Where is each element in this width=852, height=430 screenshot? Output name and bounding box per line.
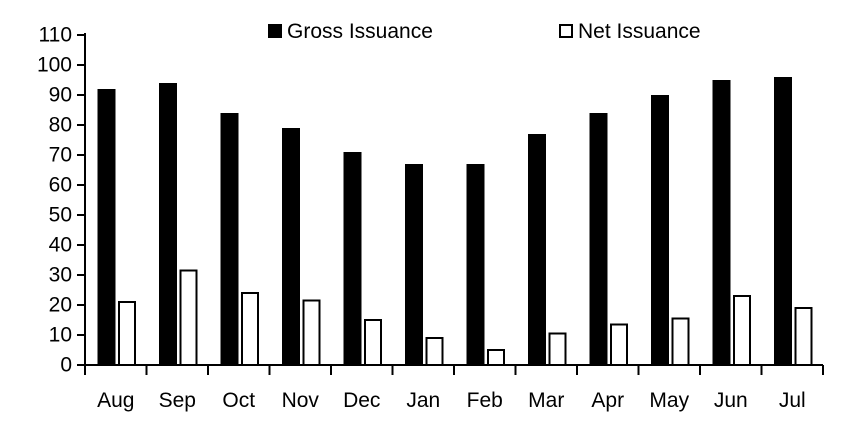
net-issuance-bar — [671, 317, 690, 366]
net-issuance-bar — [548, 332, 567, 366]
y-axis-tick-label: 110 — [39, 24, 72, 47]
x-axis-tick-label: Nov — [282, 389, 320, 412]
gross-issuance-bar — [527, 134, 547, 365]
y-axis-tick-label: 70 — [49, 144, 72, 167]
y-axis-tick-label: 50 — [49, 204, 72, 227]
y-axis: 0 10 20 30 40 50 60 70 80 90 100 110 — [37, 24, 86, 377]
x-axis-tick-label: Apr — [591, 389, 624, 412]
x-axis-tick-label: Mar — [528, 389, 564, 412]
legend: Gross Issuance Net Issuance — [268, 20, 701, 43]
net-issuance-legend-label: Net Issuance — [578, 20, 701, 43]
x-axis-tick-label: Sep — [159, 389, 196, 412]
gross-issuance-bar — [158, 83, 178, 365]
gross-issuance-legend-label: Gross Issuance — [287, 20, 433, 43]
net-issuance-legend-marker-icon — [559, 24, 573, 38]
net-issuance-bar — [425, 337, 444, 366]
y-axis-tick-label: 40 — [49, 234, 72, 257]
net-issuance-bar — [302, 299, 321, 366]
x-axis-tick-label: Dec — [343, 389, 380, 412]
net-issuance-bar — [732, 295, 751, 366]
y-axis-tick-label: 100 — [37, 54, 72, 77]
y-axis-tick-label: 80 — [49, 114, 72, 137]
gross-issuance-bar — [650, 95, 670, 365]
y-axis-tick-label: 0 — [60, 354, 72, 377]
x-axis-tick-label: Aug — [97, 389, 134, 412]
gross-issuance-bar — [281, 128, 301, 365]
gross-issuance-bar — [466, 164, 485, 365]
gross-issuance-bar — [97, 89, 116, 365]
net-issuance-bar — [486, 349, 505, 366]
x-axis-tick-label: Jul — [779, 389, 806, 412]
gross-issuance-bar — [773, 77, 793, 365]
net-issuance-bar — [179, 269, 198, 366]
y-axis-tick-label: 10 — [49, 324, 72, 347]
gross-issuance-bar — [712, 80, 731, 365]
gross-issuance-bar — [589, 113, 608, 365]
gross-issuance-bar — [404, 164, 424, 365]
net-issuance-bar — [117, 301, 136, 366]
bars-group — [97, 77, 813, 366]
x-axis-tick-label: Oct — [222, 389, 255, 412]
net-issuance-bar — [240, 292, 259, 366]
y-axis-tick-label: 60 — [49, 174, 72, 197]
y-axis-tick-label: 20 — [49, 294, 72, 317]
x-axis-tick-label: May — [649, 389, 689, 412]
net-issuance-bar — [794, 307, 813, 366]
y-axis-tick-label: 90 — [49, 84, 72, 107]
y-axis-tick-label: 30 — [49, 264, 72, 287]
x-axis: Aug Sep Oct Nov Dec Jan Feb Mar Apr May Jun Jul — [84, 364, 824, 412]
x-axis-tick-label: Feb — [467, 389, 503, 412]
net-issuance-bar — [363, 319, 382, 366]
net-issuance-bar — [609, 323, 628, 366]
x-axis-tick-label: Jun — [714, 389, 748, 412]
gross-issuance-bar — [343, 152, 362, 365]
gross-issuance-legend-marker-icon — [268, 24, 282, 38]
gross-issuance-bar — [220, 113, 239, 365]
x-axis-tick-label: Jan — [406, 389, 440, 412]
